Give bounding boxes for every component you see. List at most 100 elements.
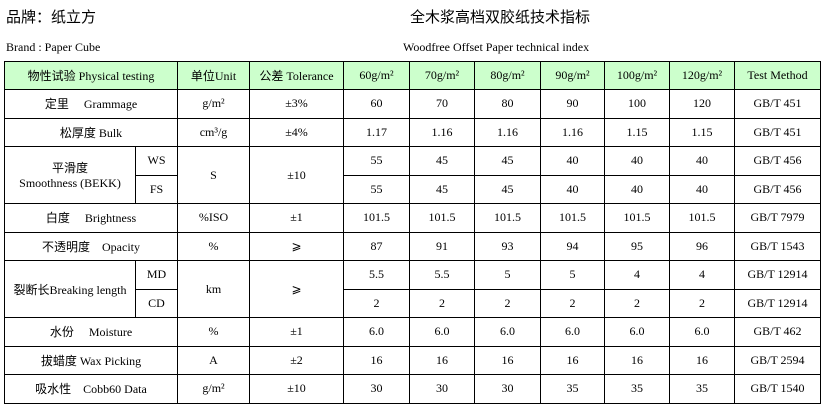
unit-cell: % (177, 317, 250, 347)
value-cell: 40 (669, 146, 735, 176)
value-cell: 16 (540, 345, 605, 375)
column-header: 物性试验 Physical testing (4, 61, 178, 90)
tolerance-cell: ±2 (249, 345, 344, 375)
value-cell: 40 (540, 174, 605, 204)
value-cell: 96 (669, 231, 735, 261)
column-header: 公差 Tolerance (249, 61, 344, 90)
brand-cn: 品牌：纸立方 (6, 8, 97, 26)
value-cell: 40 (604, 146, 670, 176)
spec-table: 物性试验 Physical testing 单位Unit 公差 Tolerance 6… (4, 61, 821, 404)
method-cell: GB/T 456 (734, 146, 821, 176)
value-cell: 90 (540, 89, 605, 119)
column-header: 70g/m² (409, 61, 475, 90)
column-header: 单位Unit (177, 61, 250, 90)
value-cell: 40 (669, 174, 735, 204)
value-cell: 80 (474, 89, 541, 119)
value-cell: 87 (343, 231, 410, 261)
row-label: 不透明度 Opacity (4, 231, 178, 261)
value-cell: 94 (540, 231, 605, 261)
row-label: 吸水性 Cobb60 Data (4, 374, 178, 404)
value-cell: 2 (343, 288, 410, 318)
value-cell: 2 (540, 288, 605, 318)
unit-cell: km (177, 260, 250, 318)
table-row: 松厚度 Bulk cm³/g ±4% 1.17 1.16 1.16 1.16 1.15 1.15… (4, 117, 821, 147)
value-cell: 1.17 (343, 117, 410, 147)
row-label: 白度 Brightness (4, 203, 178, 233)
column-header: 60g/m² (343, 61, 410, 90)
value-cell: 5.5 (343, 260, 410, 290)
value-cell: 55 (343, 174, 410, 204)
title-en: Woodfree Offset Paper technical index (403, 40, 590, 54)
tolerance-cell: ±1 (249, 203, 344, 233)
value-cell: 30 (409, 374, 475, 404)
row-label: 平滑度 Smoothness (BEKK) (4, 146, 136, 204)
row-label-cn: 平滑度 (51, 161, 88, 175)
value-cell: 101.5 (604, 203, 670, 233)
method-cell: GB/T 12914 (734, 260, 821, 290)
value-cell: 1.16 (474, 117, 541, 147)
method-cell: GB/T 456 (734, 174, 821, 204)
table-row: 拔蜡度 Wax Picking A ±2 16 16 16 16 16 16 GB/T 2594 (4, 345, 821, 375)
value-cell: 2 (474, 288, 541, 318)
method-cell: GB/T 451 (734, 89, 821, 119)
value-cell: 45 (474, 146, 541, 176)
method-cell: GB/T 1540 (734, 374, 821, 404)
row-label: 松厚度 Bulk (4, 117, 178, 147)
value-cell: 120 (669, 89, 735, 119)
value-cell: 2 (409, 288, 475, 318)
value-cell: 16 (474, 345, 541, 375)
value-cell: 5 (474, 260, 541, 290)
value-cell: 5.5 (409, 260, 475, 290)
value-cell: 2 (604, 288, 670, 318)
value-cell: 35 (540, 374, 605, 404)
value-cell: 1.16 (540, 117, 605, 147)
brand-en: Brand : Paper Cube (6, 40, 101, 54)
row-label-en: Smoothness (BEKK) (19, 176, 121, 190)
value-cell: 6.0 (474, 317, 541, 347)
method-cell: GB/T 7979 (734, 203, 821, 233)
row-label: 裂断长Breaking length (4, 260, 136, 318)
tolerance-cell: ⩾ (249, 260, 344, 318)
unit-cell: %ISO (177, 203, 250, 233)
tolerance-cell: ±4% (249, 117, 344, 147)
table-row: 白度 Brightness %ISO ±1 101.5 101.5 101.5 101.5 1… (4, 203, 821, 233)
unit-cell: S (177, 146, 250, 204)
value-cell: 40 (604, 174, 670, 204)
value-cell: 30 (343, 374, 410, 404)
value-cell: 1.16 (409, 117, 475, 147)
value-cell: 93 (474, 231, 541, 261)
table-row: 水份 Moisture% ±1 6.0 6.0 6.0 6.0 6.0 6.0 GB/T 462 (4, 317, 821, 347)
row-label: 拔蜡度 Wax Picking (4, 345, 178, 375)
value-cell: 101.5 (409, 203, 475, 233)
value-cell: 70 (409, 89, 475, 119)
value-cell: 5 (540, 260, 605, 290)
value-cell: 101.5 (474, 203, 541, 233)
sub-label: MD (135, 260, 178, 290)
value-cell: 101.5 (669, 203, 735, 233)
column-header: 90g/m² (540, 61, 605, 90)
value-cell: 30 (474, 374, 541, 404)
value-cell: 60 (343, 89, 410, 119)
value-cell: 91 (409, 231, 475, 261)
unit-cell: A (177, 345, 250, 375)
method-cell: GB/T 2594 (734, 345, 821, 375)
value-cell: 40 (540, 146, 605, 176)
value-cell: 100 (604, 89, 670, 119)
unit-cell: g/m² (177, 374, 250, 404)
tolerance-cell: ±3% (249, 89, 344, 119)
value-cell: 45 (409, 146, 475, 176)
column-header: 120g/m² (669, 61, 735, 90)
table-row: 定里 Grammage g/m² ±3% 60 70 80 90 100 120 GB/T 451 (4, 89, 821, 119)
table-row: 平滑度 Smoothness (BEKK) WS S ±10 55 45 45 40 40 40 GB… (4, 146, 821, 204)
value-cell: 16 (604, 345, 670, 375)
sub-label: FS (135, 174, 178, 204)
method-cell: GB/T 1543 (734, 231, 821, 261)
value-cell: 16 (409, 345, 475, 375)
row-label: 水份 Moisture (4, 317, 178, 347)
value-cell: 1.15 (669, 117, 735, 147)
value-cell: 4 (669, 260, 735, 290)
table-row: FS 55 45 45 40 40 40 GB/T 456 (5, 174, 821, 204)
value-cell: 101.5 (540, 203, 605, 233)
value-cell: 6.0 (343, 317, 410, 347)
value-cell: 6.0 (604, 317, 670, 347)
